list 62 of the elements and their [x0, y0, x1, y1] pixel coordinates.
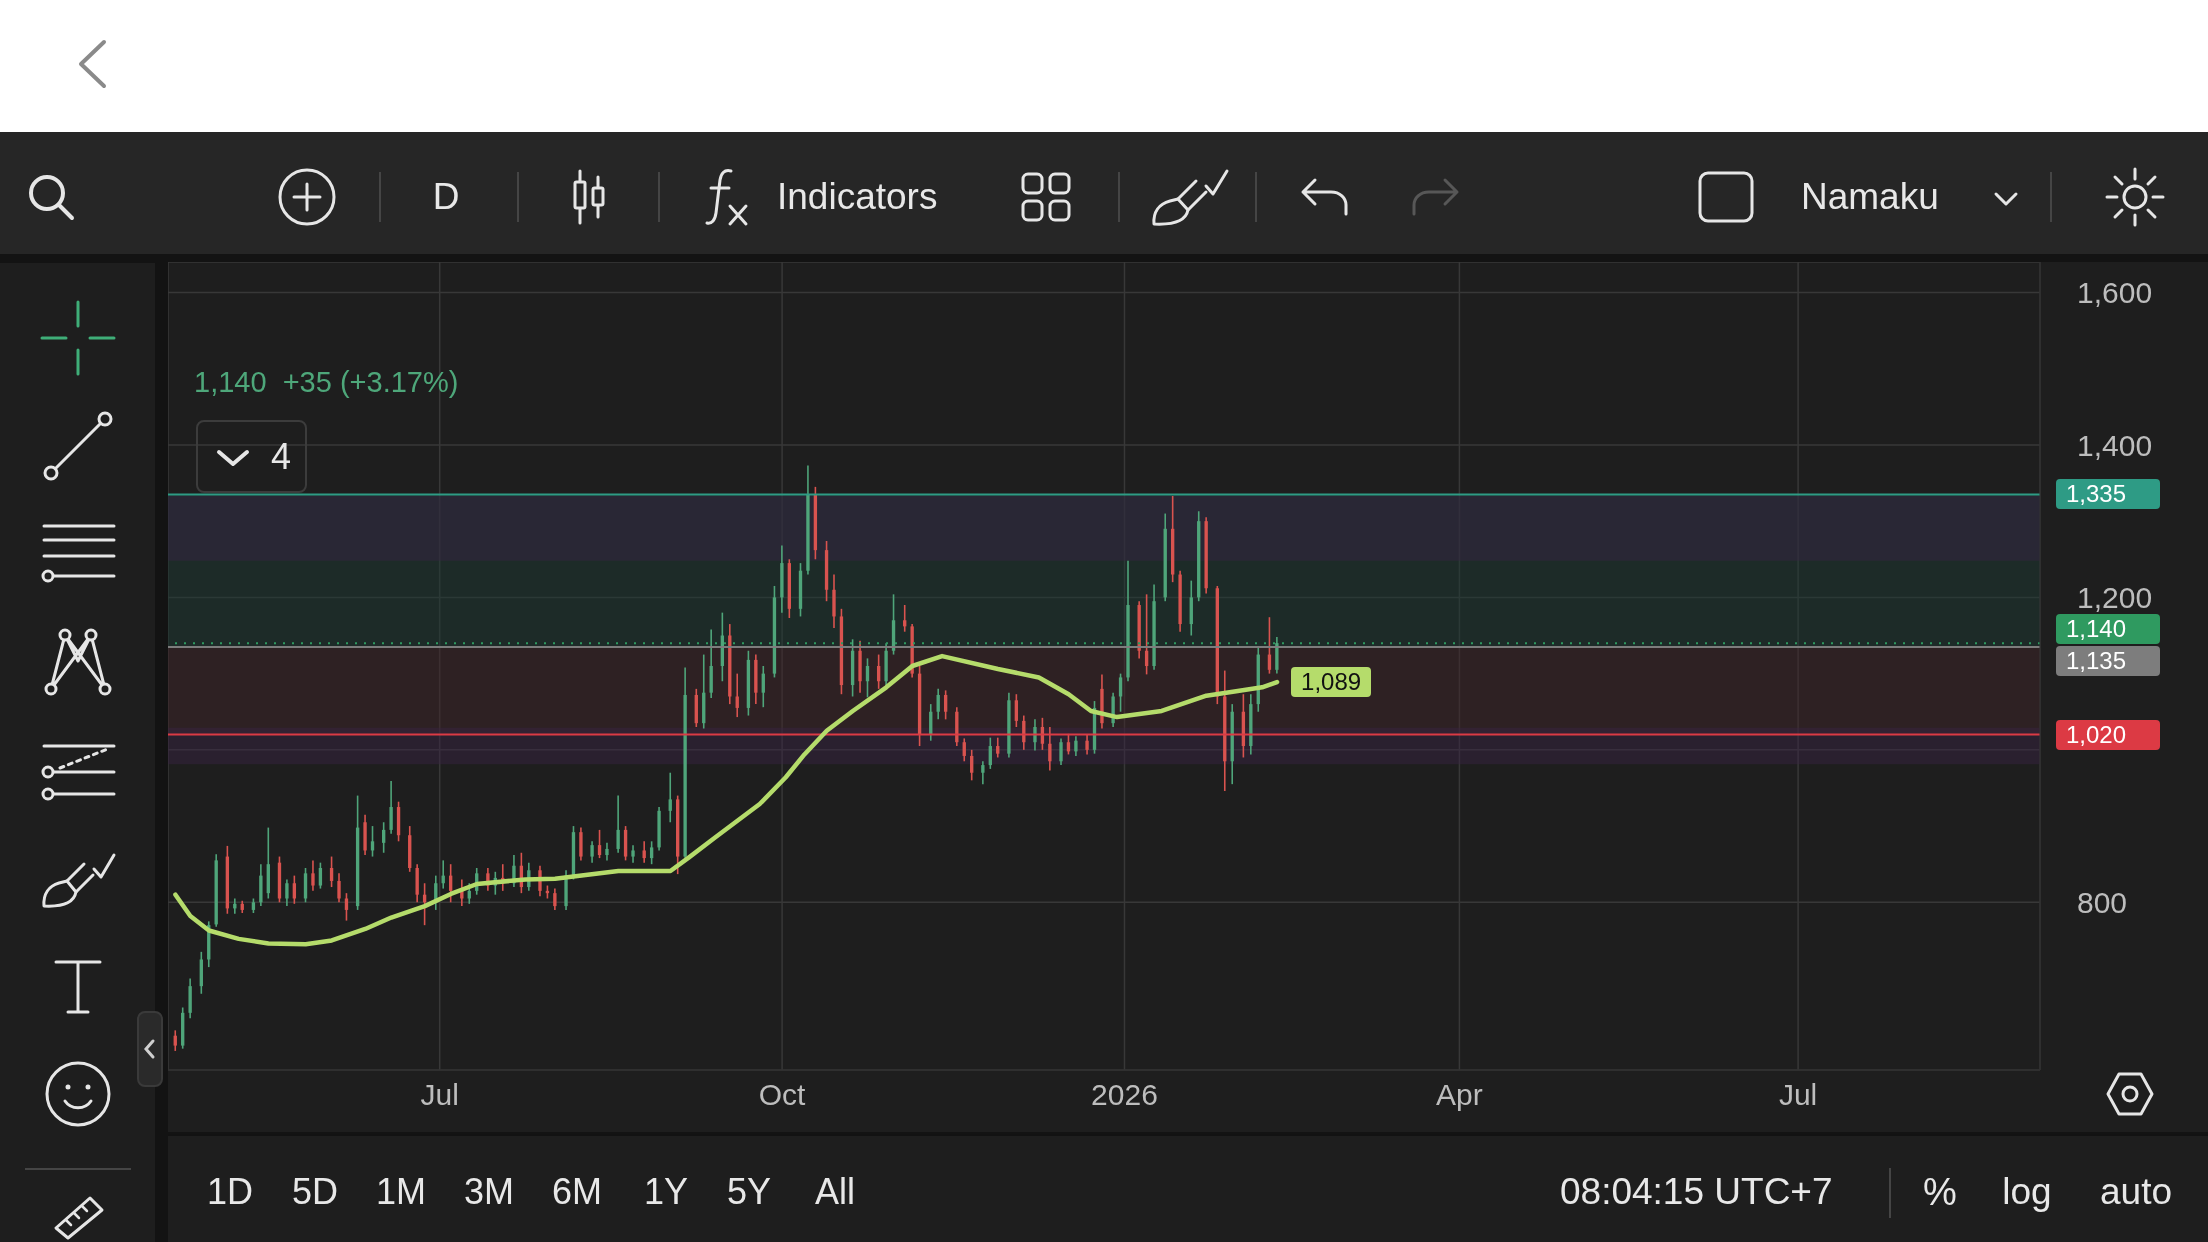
candlestick	[668, 771, 672, 824]
text: 3M	[463, 1171, 515, 1213]
annotation: 4	[270, 436, 292, 478]
x-tick-label: 2026	[1091, 1078, 1158, 1112]
candlestick	[389, 780, 393, 835]
y-tick-label: 1,600	[2077, 276, 2153, 310]
candlestick	[597, 829, 602, 859]
x-tick-label: Jul	[420, 1078, 459, 1112]
text: log	[2002, 1171, 2052, 1213]
text: 1M	[375, 1171, 427, 1213]
candlestick	[936, 688, 940, 721]
text: Namaku	[1801, 176, 1939, 218]
candlestick	[970, 749, 974, 782]
text: 1,140 +35 (+3.17%)	[194, 366, 459, 399]
text: 08:04:15 UTC+7	[1560, 1171, 1833, 1213]
candlestick	[344, 892, 349, 922]
candlestick	[649, 840, 654, 865]
candlestick	[173, 1029, 177, 1052]
candlestick	[943, 689, 948, 721]
text: auto	[2099, 1171, 2173, 1213]
text: D	[432, 176, 460, 218]
candlestick	[903, 604, 907, 633]
candlestick	[962, 737, 966, 763]
text: 5Y	[726, 1171, 772, 1213]
x-tick-label: Apr	[1436, 1078, 1483, 1112]
candlestick	[1033, 718, 1037, 752]
candlestick	[1014, 693, 1019, 728]
candlestick	[329, 855, 334, 888]
ref-line-label: 1,020	[2056, 719, 2160, 750]
candlestick	[1048, 726, 1052, 772]
ref-line-label: 1,135	[2056, 646, 2160, 677]
text: 6M	[551, 1171, 603, 1213]
candlestick	[1059, 737, 1063, 766]
text: 1D	[206, 1171, 254, 1213]
y-tick-label: 800	[2077, 885, 2128, 919]
candlestick	[285, 878, 289, 907]
candlestick	[311, 859, 315, 892]
text: Indicators	[777, 176, 938, 218]
candlestick	[996, 736, 1000, 759]
text: %	[1923, 1170, 1957, 1214]
candlestick	[616, 794, 620, 854]
candlestick	[642, 840, 646, 864]
candlestick	[1085, 733, 1089, 756]
text: All	[814, 1171, 856, 1213]
y-tick-label: 1,400	[2077, 428, 2153, 462]
candlestick	[382, 821, 386, 854]
ref-line-label: 1,335	[2056, 479, 2160, 510]
data-label: 1,089	[1291, 667, 1372, 697]
candlestick	[553, 887, 557, 911]
line-series	[173, 653, 1280, 947]
text: 1Y	[643, 1171, 689, 1213]
candlestick	[735, 672, 739, 718]
y-tick-label: 1,200	[2077, 581, 2153, 615]
ref-line-label: 1,140	[2056, 614, 2160, 645]
candlestick	[337, 872, 341, 904]
text: 5D	[291, 1171, 339, 1213]
candlestick	[1074, 735, 1078, 757]
candlestick	[318, 861, 323, 890]
candlestick	[981, 760, 985, 785]
x-tick-label: Jul	[1778, 1078, 1818, 1112]
candlestick	[590, 840, 594, 864]
x-tick-label: Oct	[758, 1078, 807, 1112]
